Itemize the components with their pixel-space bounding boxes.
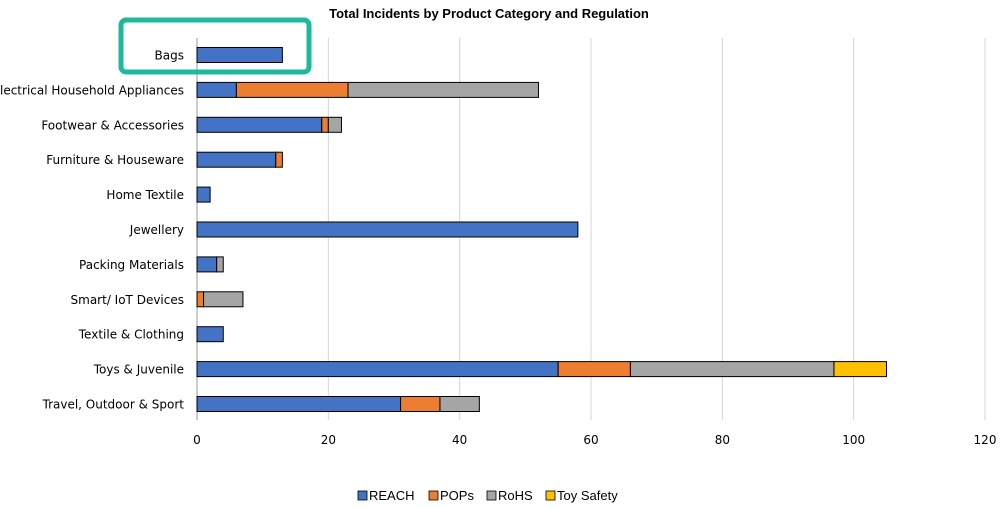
bar-reach-jewellery: [196, 221, 579, 238]
x-tick-label: 120: [974, 433, 997, 447]
category-label: Smart/ IoT Devices: [71, 293, 184, 307]
legend-swatch-toy-safety: [545, 490, 556, 501]
bar-reach-electrical-household-appliances: [196, 81, 237, 98]
x-tick-label: 80: [715, 433, 730, 447]
category-label: Toys & Juvenile: [93, 363, 184, 377]
legend-label-toy-safety: Toy Safety: [557, 488, 618, 503]
legend-swatch-pops: [428, 490, 439, 501]
legend-label-reach: REACH: [369, 488, 415, 503]
highlight-box-bags: [118, 17, 312, 75]
x-tick-label: 20: [321, 433, 336, 447]
legend: REACH POPs RoHS Toy Safety: [357, 488, 618, 503]
bars: [196, 47, 888, 412]
bar-pops-electrical-household-appliances: [235, 81, 349, 98]
bar-reach-textile-clothing: [196, 326, 224, 343]
x-tick-label: 100: [842, 433, 865, 447]
category-label: Furniture & Houseware: [46, 153, 184, 167]
chart-title: Total Incidents by Product Category and …: [329, 6, 649, 21]
bar-reach-furniture-houseware: [196, 151, 277, 168]
bar-reach-travel-outdoor-sport: [196, 396, 402, 412]
legend-label-rohs: RoHS: [498, 488, 533, 503]
x-tick-label: 0: [193, 433, 201, 447]
category-label: Footwear & Accessories: [41, 118, 184, 132]
bar-toy-safety-toys-juvenile: [833, 361, 888, 378]
category-label: Jewellery: [129, 223, 184, 237]
legend-label-pops: POPs: [440, 488, 474, 503]
category-label: Travel, Outdoor & Sport: [42, 398, 185, 412]
bar-reach-bags: [196, 47, 283, 63]
bar-rohs-packing-materials: [216, 256, 224, 273]
bar-rohs-travel-outdoor-sport: [439, 396, 480, 412]
bar-pops-travel-outdoor-sport: [400, 396, 441, 412]
category-label: Bags: [155, 49, 184, 63]
legend-swatch-reach: [357, 490, 368, 501]
legend-swatch-rohs: [486, 490, 497, 501]
bar-reach-footwear-accessories: [196, 116, 323, 133]
x-tick-label: 40: [452, 433, 467, 447]
category-label: Electrical Household Appliances: [0, 83, 184, 97]
bar-pops-furniture-houseware: [275, 151, 283, 168]
category-label: Home Textile: [106, 188, 184, 202]
bar-rohs-toys-juvenile: [629, 361, 835, 378]
category-label: Packing Materials: [79, 258, 184, 272]
bar-reach-home-textile: [196, 186, 211, 203]
bar-pops-smart-iot-devices: [196, 291, 205, 308]
bar-reach-toys-juvenile: [196, 361, 559, 378]
bar-pops-toys-juvenile: [557, 361, 631, 378]
bar-reach-packing-materials: [196, 256, 218, 273]
bar-rohs-smart-iot-devices: [203, 291, 244, 308]
category-labels: Bags Electrical Household Appliances Footw…: [0, 49, 184, 412]
category-label: Textile & Clothing: [78, 328, 184, 342]
bar-pops-footwear-accessories: [321, 116, 329, 133]
x-tick-label: 60: [583, 433, 598, 447]
bar-rohs-electrical-household-appliances: [347, 81, 539, 98]
bar-rohs-footwear-accessories: [327, 116, 342, 133]
x-tick-labels: 0 20 40 60 80 100 120: [193, 433, 996, 447]
